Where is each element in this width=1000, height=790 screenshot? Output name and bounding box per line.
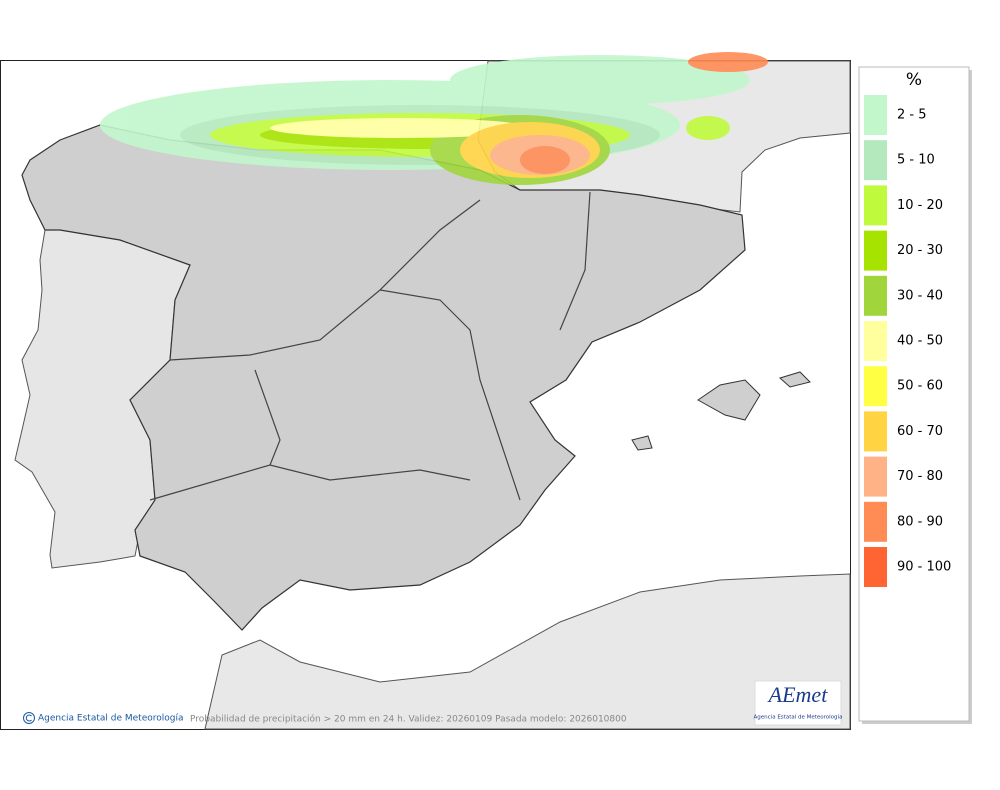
legend-label: 60 - 70 [897, 424, 943, 439]
legend-label: 40 - 50 [897, 334, 943, 349]
legend-label: 2 - 5 [897, 108, 927, 123]
legend-label: 10 - 20 [897, 198, 943, 213]
legend-swatch [864, 275, 887, 316]
map: Agencia Estatal de Meteorología Probabil… [0, 52, 851, 730]
africa [204, 573, 851, 730]
legend: % 2 - 5 5 - 10 10 - 20 20 - 30 30 - 40 40 - 5… [858, 66, 972, 724]
precipitation [100, 52, 768, 185]
legend-label: 70 - 80 [897, 469, 943, 484]
logo-subtitle: Agencia Estatal de Meteorología [754, 714, 843, 721]
legend-label: 30 - 40 [897, 288, 943, 303]
legend-label: 50 - 60 [897, 379, 943, 394]
legend-label: 80 - 90 [897, 514, 943, 529]
legend-label: 90 - 100 [897, 560, 951, 575]
legend-swatch [864, 547, 887, 587]
spain [21, 124, 746, 631]
region-borders [149, 191, 591, 501]
legend-swatch [864, 140, 887, 181]
legend-swatch [864, 321, 887, 361]
legend-title: % [906, 70, 922, 90]
legend-label: 5 - 10 [897, 153, 935, 168]
islands [631, 371, 811, 451]
copyright-icon [23, 712, 35, 724]
logo: AEmet [767, 682, 829, 707]
legend-swatch [864, 95, 887, 135]
legend-label: 20 - 30 [897, 243, 943, 258]
caption: Probabilidad de precipitación > 20 mm en… [190, 714, 627, 725]
legend-swatch [864, 411, 887, 452]
logo-box [754, 680, 842, 726]
legend-swatch [864, 185, 887, 226]
legend-swatch [864, 501, 887, 542]
legend-swatch [864, 366, 887, 407]
legend-swatch [864, 456, 887, 497]
credit: Agencia Estatal de Meteorología [38, 714, 184, 724]
legend-swatch [864, 230, 887, 271]
